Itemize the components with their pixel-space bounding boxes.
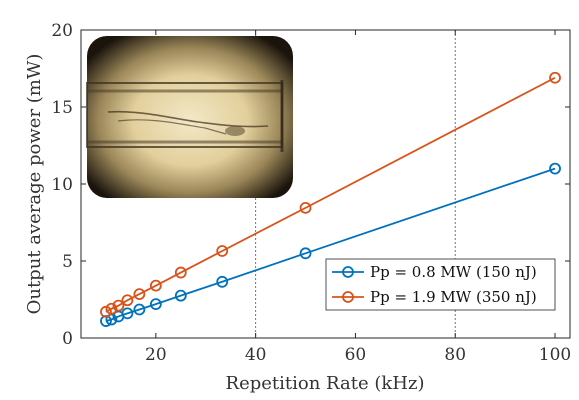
- micrograph-photo-icon: [87, 36, 293, 198]
- series-1-point: [149, 298, 162, 311]
- y-tick-label: 5: [62, 252, 73, 272]
- legend: Pp = 0.8 MW (150 nJ) Pp = 1.9 MW (350 nJ…: [325, 258, 556, 311]
- y-tick-label: 0: [62, 329, 73, 349]
- y-tick-label: 20: [51, 21, 73, 41]
- series-1-point: [299, 247, 312, 260]
- series-1-point: [216, 275, 229, 288]
- legend-box: [325, 258, 556, 311]
- y-tick-label: 15: [51, 98, 73, 118]
- x-tick-label: 100: [539, 345, 571, 365]
- y-tick-label: 10: [51, 175, 73, 195]
- series-1-point: [133, 303, 146, 316]
- legend-label-series-2: Pp = 1.9 MW (350 nJ): [370, 288, 537, 306]
- series-2-point: [112, 299, 125, 312]
- x-tick-label: 80: [444, 345, 466, 365]
- legend-label-series-1: Pp = 0.8 MW (150 nJ): [370, 263, 537, 281]
- x-tick-label: 60: [345, 345, 367, 365]
- x-tick-label: 40: [245, 345, 267, 365]
- series-layer: [100, 71, 561, 327]
- series-1-point: [121, 307, 134, 320]
- series-1-line: [105, 167, 556, 322]
- legend-marker-series-2: [342, 291, 354, 303]
- fiber-structure: [107, 110, 269, 128]
- series-2-point: [149, 279, 162, 292]
- y-axis-title: Output average power (mW): [24, 54, 45, 315]
- series-2-point: [216, 245, 229, 257]
- fiber-structure-2: [117, 119, 227, 135]
- axis-ticks: 20 40 60 80 100 0 5 10 15 20: [51, 21, 571, 365]
- series-2-point: [121, 294, 134, 307]
- inset-micrograph: [86, 36, 293, 198]
- fiber-defect: [225, 126, 245, 136]
- series-2-line: [105, 76, 556, 313]
- series-2-point: [549, 71, 561, 84]
- series-1-point: [549, 162, 561, 175]
- series-2-point: [105, 302, 118, 315]
- series-2-point: [133, 288, 146, 301]
- series-2-point: [174, 266, 187, 279]
- series-2-point: [299, 201, 312, 214]
- x-tick-label: 20: [145, 345, 167, 365]
- series-1-point: [174, 289, 187, 302]
- legend-marker-series-1: [342, 266, 354, 278]
- x-axis-title: Repetition Rate (kHz): [226, 373, 425, 394]
